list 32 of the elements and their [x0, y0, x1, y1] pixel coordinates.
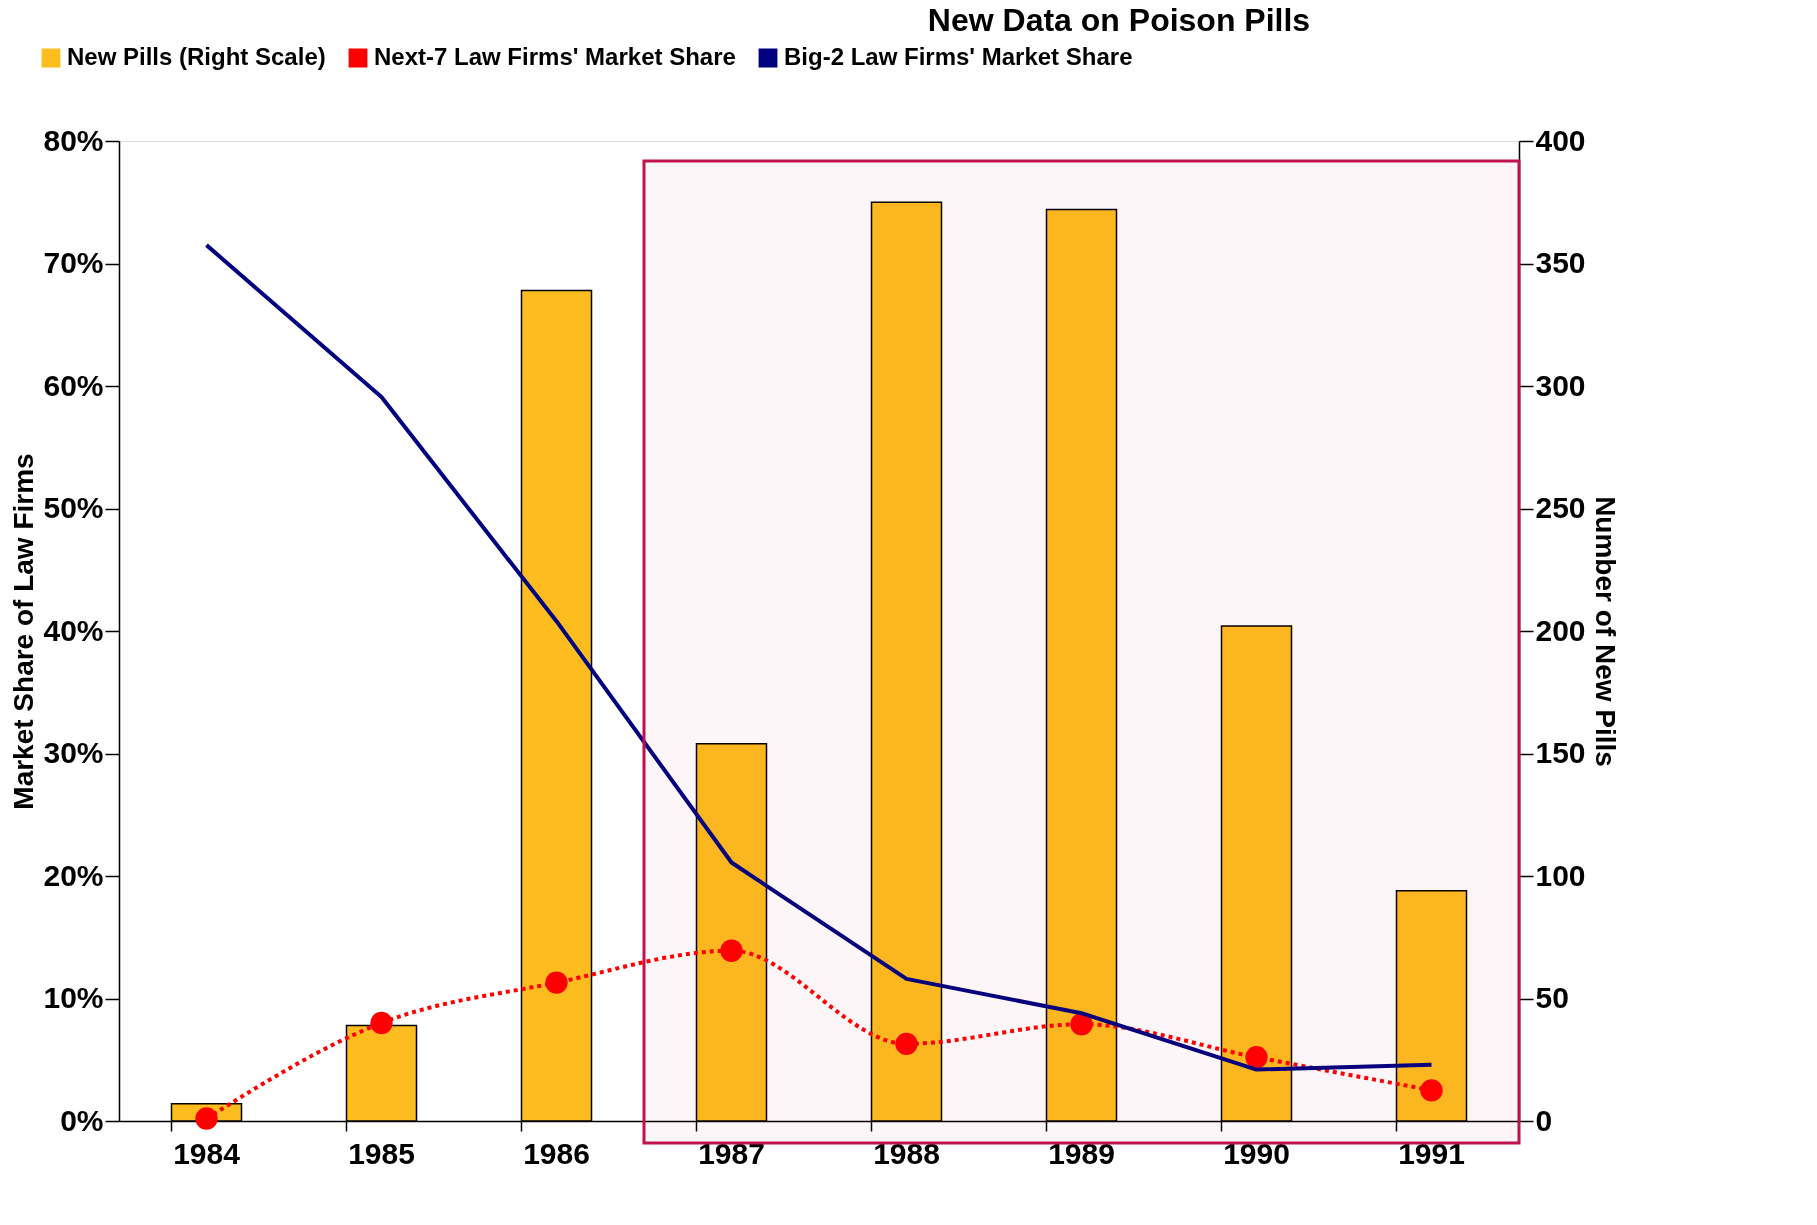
x-tick-label: 1986 [523, 1136, 590, 1170]
x-tick-label: 1987 [698, 1136, 765, 1170]
y-tick-label: 40% [43, 613, 104, 647]
y2-tick-label: 250 [1535, 491, 1586, 524]
x-tick-label: 1985 [348, 1136, 415, 1170]
legend-label: Next-7 Law Firms' Market Share [374, 43, 736, 70]
y2-tick-label: 50 [1535, 981, 1569, 1014]
y-tick-label: 70% [43, 246, 104, 279]
y-tick-label: 30% [43, 736, 104, 769]
y-tick-label: 80% [43, 123, 104, 157]
y-tick-label: 60% [43, 368, 104, 402]
legend-label: Big-2 Law Firms' Market Share [784, 43, 1133, 70]
y2-tick-label: 0 [1535, 1103, 1553, 1137]
y2-tick-label: 400 [1535, 123, 1586, 157]
y2-tick-label: 300 [1535, 368, 1586, 402]
x-tick-label: 1989 [1048, 1136, 1115, 1170]
y2-tick-label: 150 [1535, 736, 1586, 769]
y2-tick-label: 100 [1535, 858, 1586, 892]
y-tick-label: 10% [43, 981, 104, 1014]
legend-label: New Pills (Right Scale) [67, 43, 326, 70]
x-tick-label: 1988 [873, 1136, 940, 1170]
x-tick-label: 1984 [173, 1136, 241, 1170]
y2-tick-label: 350 [1535, 246, 1586, 279]
y-tick-label: 20% [43, 858, 104, 892]
x-tick-label: 1991 [1398, 1136, 1465, 1170]
y2-axis-title: Number of New Pills [1589, 496, 1621, 767]
chart-title: New Data on Poison Pills [927, 2, 1311, 38]
y-tick-label: 50% [43, 491, 104, 524]
x-tick-label: 1990 [1223, 1136, 1290, 1170]
y-axis-title: Market Share of Law Firms [8, 453, 40, 810]
y-tick-label: 0% [60, 1103, 104, 1137]
y2-tick-label: 200 [1535, 613, 1586, 647]
